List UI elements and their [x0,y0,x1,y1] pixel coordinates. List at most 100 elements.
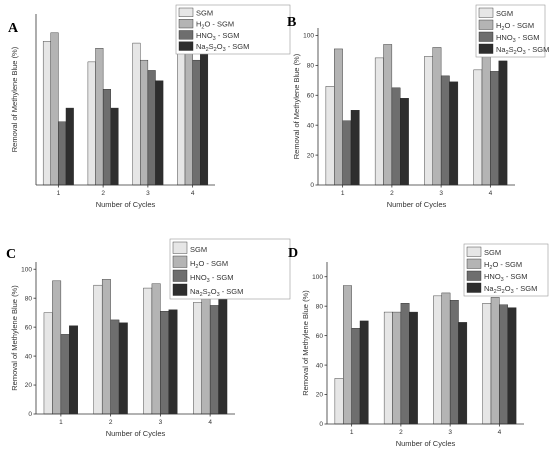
bar [102,89,111,186]
legend-label: Na2S2O3 - SGM [196,42,249,53]
bar [177,42,186,186]
x-tick-label: 2 [109,419,113,426]
bar [184,48,193,186]
bar [60,334,70,415]
x-tick-label: 4 [191,190,195,197]
legend-label: HNO3 - SGM [496,33,539,44]
legend-swatch [478,43,494,54]
legend-swatch [172,255,188,268]
legend-swatch [178,41,194,51]
legend-swatch [178,7,194,17]
legend-label: H2O - SGM [190,259,228,270]
chart-panel-b: B 0 20 40 60 80 100 1 2 3 4 Number of Cycles Removal… [287,4,549,209]
x-tick-label: 3 [448,429,452,436]
legend-label: SGM [484,248,501,257]
bar [440,75,450,186]
legend-swatch [478,7,494,18]
y-tick-label: 80 [316,303,324,310]
y-tick-label: 40 [25,353,33,360]
bar [383,311,393,425]
panel-label: A [8,21,19,36]
x-axis-title: Number of Cycles [96,200,156,209]
bar [65,107,74,186]
bar [192,59,201,186]
legend-label: Na2S2O3 - SGM [484,284,537,295]
bar [409,311,418,425]
bar [400,303,410,425]
chart-panel-d: D 0 20 40 60 80 100 1 2 3 4 Number of Cycles Removal… [288,243,549,448]
legend-swatch [466,282,482,293]
x-axis-title: Number of Cycles [387,200,447,209]
bar [359,320,369,425]
x-tick-label: 3 [439,190,443,197]
legend-label: Na2S2O3 - SGM [190,287,243,298]
bar [374,57,384,186]
bar [507,307,517,425]
bar [481,53,491,186]
bar [201,287,211,415]
legend-frame [169,238,291,300]
bar [490,71,499,186]
bar [490,297,500,425]
y-tick-label: 0 [28,411,32,418]
y-tick-label: 80 [25,295,33,302]
panel-label: B [287,15,296,30]
bar [325,86,335,186]
bar [432,47,442,186]
bar [499,304,508,425]
x-axis-title: Number of Cycles [396,439,456,448]
bar [482,303,492,425]
legend-swatch [478,19,494,30]
bar [391,87,401,186]
bar [93,284,103,415]
bar [350,110,360,186]
bar [160,311,170,415]
bar [50,32,59,186]
bar [383,44,393,186]
legend-label: HNO3 - SGM [484,272,527,283]
x-tick-label: 4 [489,190,493,197]
y-axis-title: Removal of Methylene Blue (%) [10,285,19,391]
legend-swatch [172,283,188,296]
chart-panel-a: A 1 2 3 4 Number of Cycles Removal of Methylen… [8,4,291,209]
x-tick-label: 3 [146,190,150,197]
bar [449,81,459,186]
legend-label: Na2S2O3 - SGM [496,45,549,56]
x-tick-label: 2 [390,190,394,197]
x-tick-label: 1 [341,190,345,197]
bar [200,51,209,186]
bar [87,61,96,186]
y-axis-title: Removal of Methylene Blue (%) [10,46,19,152]
x-tick-label: 3 [159,419,163,426]
bar [58,121,67,186]
bar [342,120,352,186]
y-tick-label: 60 [316,333,324,340]
y-tick-label: 20 [307,152,315,159]
legend-label: H2O - SGM [196,20,234,31]
chart-panel-c: C 0 20 40 60 80 100 1 2 3 4 Number of Cycles Removal… [6,238,291,438]
bar [168,309,178,415]
bar [473,69,483,186]
legend-label: SGM [496,9,513,18]
legend-swatch [478,31,494,42]
bar [392,311,402,425]
y-axis-title: Removal of Methylene Blue (%) [292,53,301,159]
legend-swatch [178,19,194,29]
y-tick-label: 20 [25,382,33,389]
bar [343,285,352,425]
bar [155,80,164,186]
legend-swatch [172,241,188,254]
legend-swatch [466,258,482,269]
legend-label: H2O - SGM [496,21,534,32]
y-tick-label: 100 [303,33,314,40]
y-tick-label: 100 [312,274,323,281]
panel-label: C [6,247,16,262]
legend-swatch [466,246,482,257]
bar [424,56,433,186]
y-tick-label: 60 [307,92,315,99]
bar [69,325,78,415]
